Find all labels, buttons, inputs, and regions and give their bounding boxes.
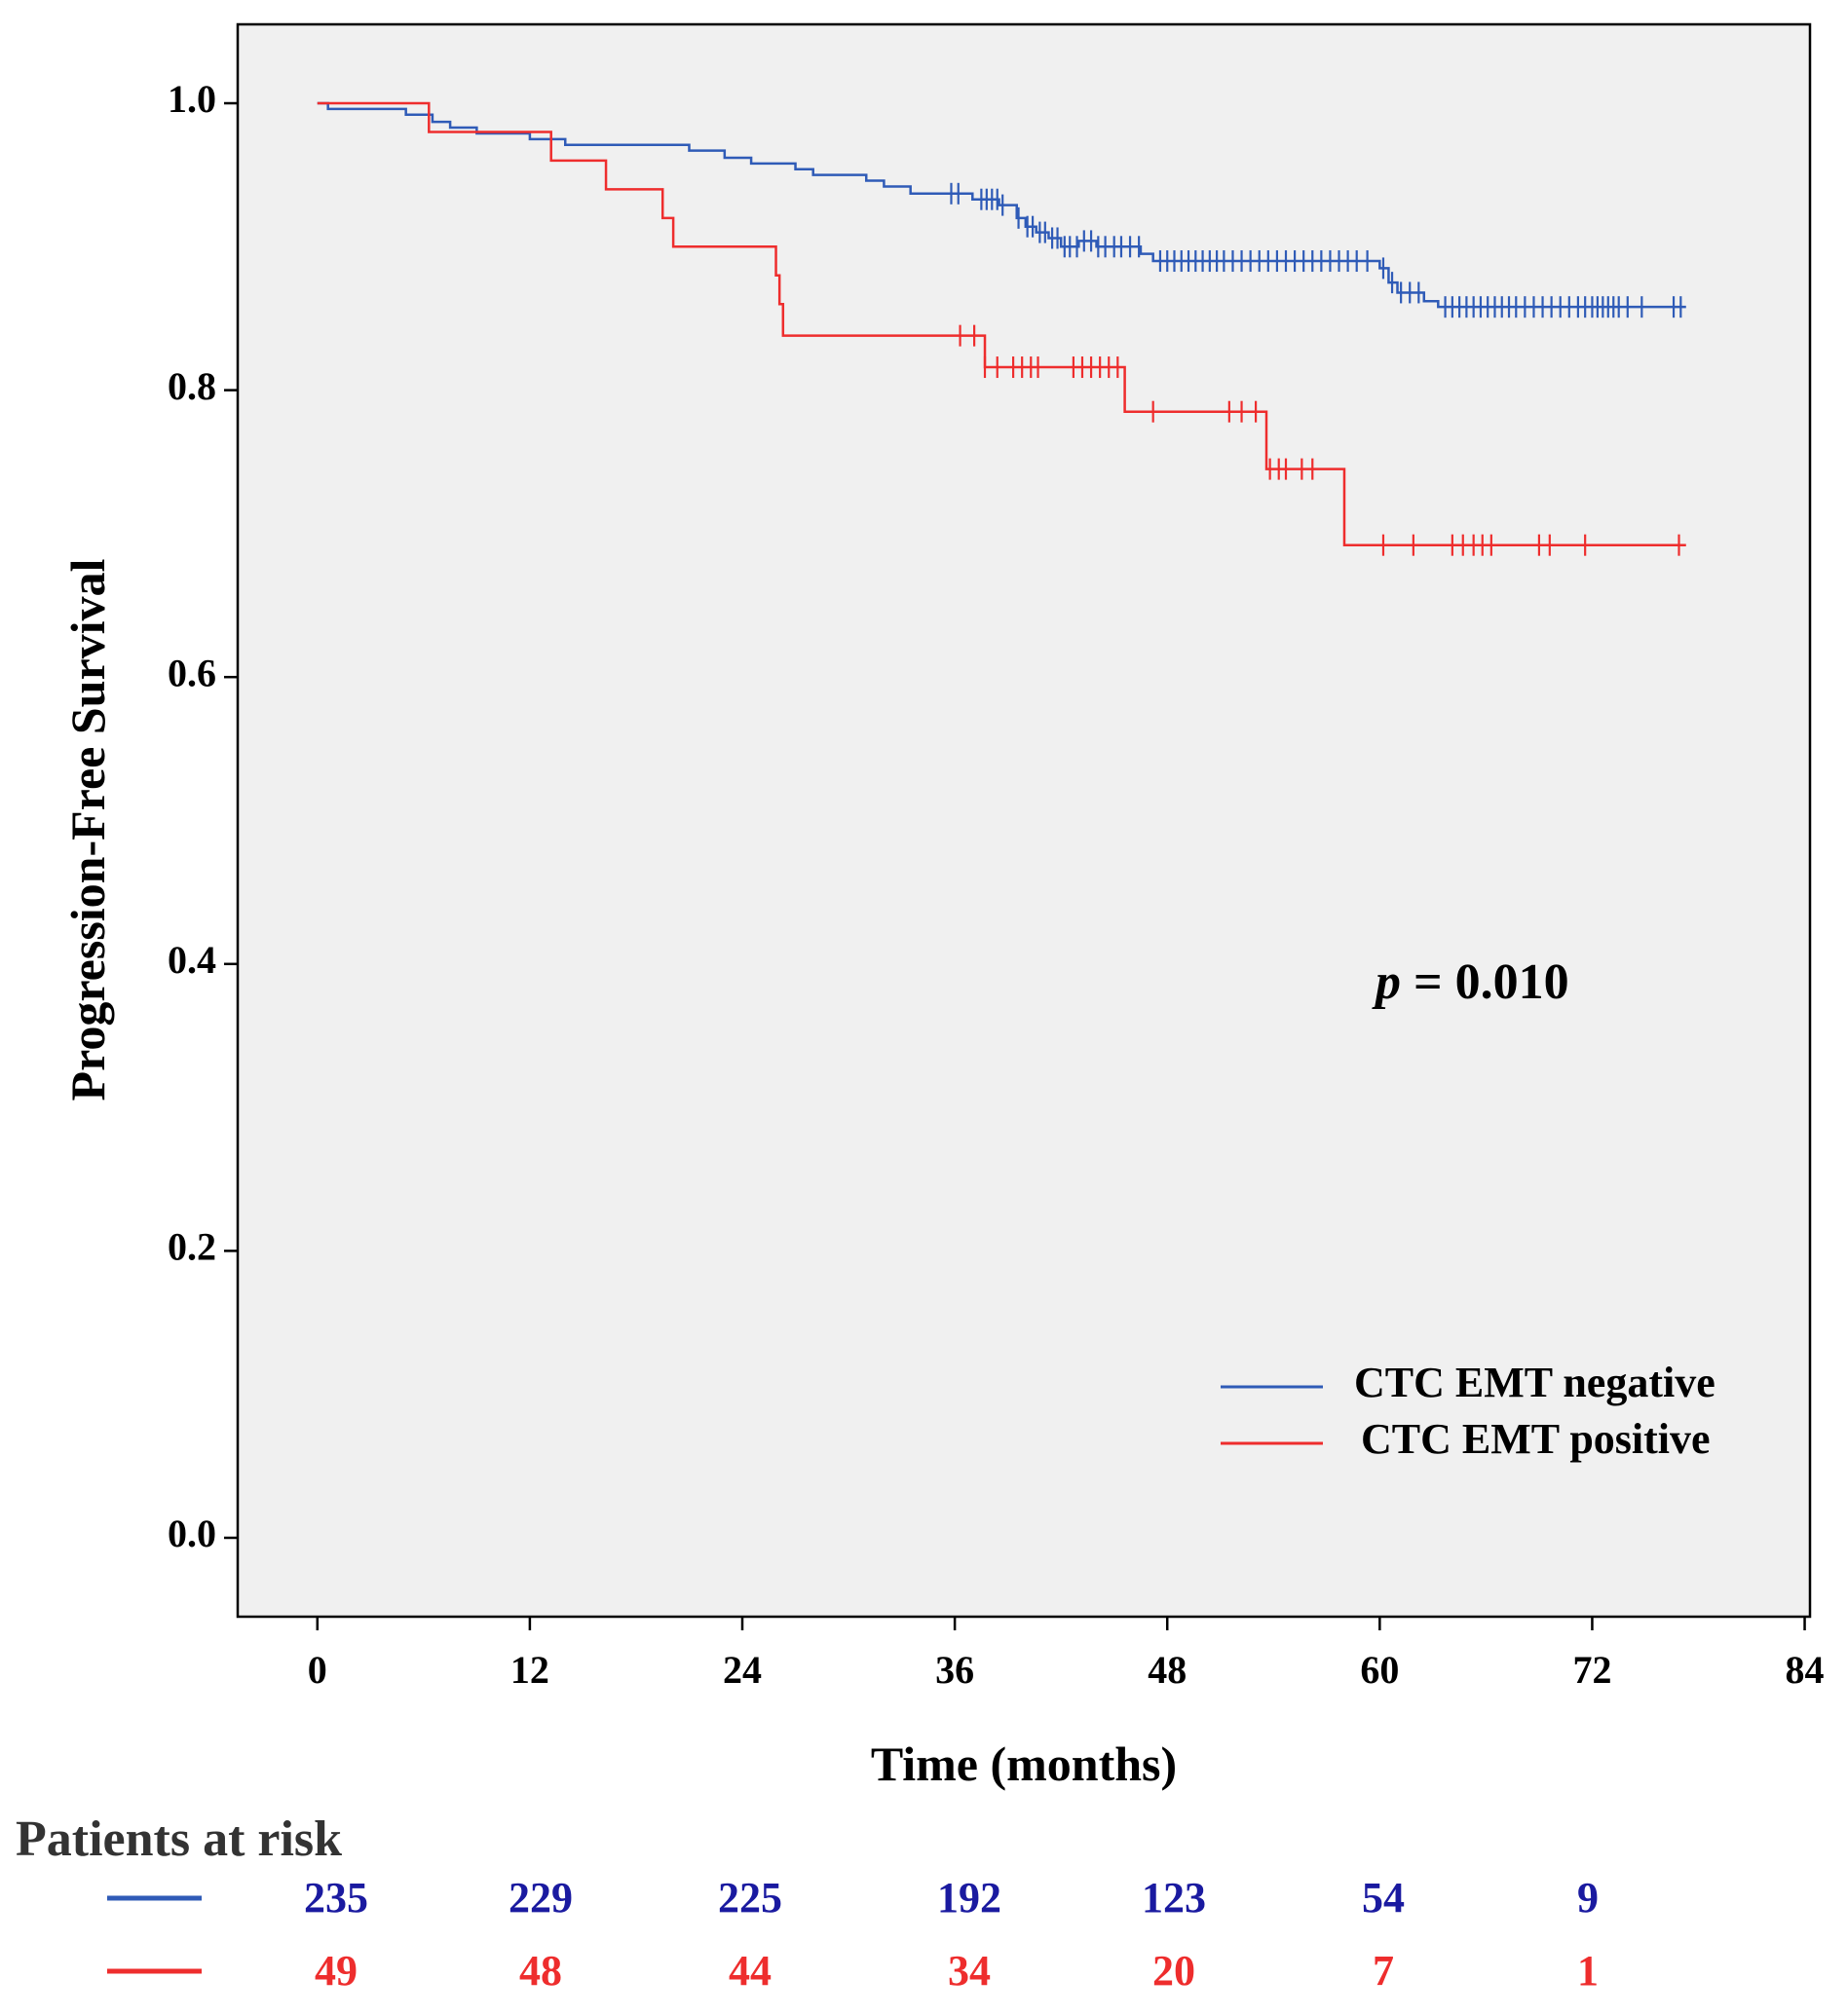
p-value-annotation: p = 0.010 — [1372, 954, 1569, 1010]
risk-value-1-4: 20 — [1152, 1947, 1195, 1995]
y-tick-label-2: 0.4 — [168, 938, 216, 982]
risk-value-1-1: 48 — [519, 1947, 562, 1995]
risk-value-0-1: 229 — [509, 1874, 573, 1922]
x-tick-label-7: 84 — [1786, 1648, 1825, 1692]
y-tick-label-3: 0.6 — [168, 651, 216, 694]
p-value-text: = 0.010 — [1401, 954, 1569, 1010]
y-tick-label-1: 0.2 — [168, 1225, 216, 1269]
y-tick-label-5: 1.0 — [168, 77, 216, 121]
risk-value-0-0: 235 — [304, 1874, 368, 1922]
x-tick-label-0: 0 — [308, 1648, 327, 1692]
patients-at-risk-table: Patients at risk 235 229 225 192 123 54 9 49 48 4… — [16, 1811, 1599, 1995]
x-tick-label-1: 12 — [510, 1648, 549, 1692]
x-tick-label-4: 48 — [1148, 1648, 1187, 1692]
survival-curves — [317, 101, 1686, 556]
risk-value-0-2: 225 — [718, 1874, 782, 1922]
risk-value-0-4: 123 — [1142, 1874, 1206, 1922]
legend-label-negative: CTC EMT negative — [1354, 1359, 1715, 1406]
y-tick-label-0: 0.0 — [168, 1512, 216, 1555]
risk-value-0-6: 9 — [1577, 1874, 1599, 1922]
risk-table-title: Patients at risk — [16, 1811, 342, 1867]
y-axis: 0.0 0.2 0.4 0.6 0.8 1.0 — [168, 77, 238, 1555]
risk-value-1-5: 7 — [1373, 1947, 1394, 1995]
series-line-0 — [317, 101, 1686, 309]
risk-value-1-0: 49 — [315, 1947, 358, 1995]
x-tick-label-3: 36 — [935, 1648, 974, 1692]
risk-rows: 235 229 225 192 123 54 9 49 48 44 34 20 7 1 — [107, 1874, 1599, 1995]
y-tick-label-4: 0.8 — [168, 364, 216, 408]
x-tick-label-5: 60 — [1360, 1648, 1399, 1692]
p-value-symbol: p — [1372, 954, 1401, 1010]
x-axis: 0 12 24 36 48 60 72 84 — [308, 1617, 1825, 1692]
risk-value-1-3: 34 — [948, 1947, 991, 1995]
legend-label-positive: CTC EMT positive — [1361, 1415, 1711, 1463]
x-axis-title: Time (months) — [871, 1736, 1177, 1791]
risk-value-0-3: 192 — [937, 1874, 1001, 1922]
risk-value-1-2: 44 — [729, 1947, 772, 1995]
plot-background — [236, 22, 1812, 1619]
legend: CTC EMT negative CTC EMT positive — [1221, 1359, 1715, 1463]
x-tick-label-6: 72 — [1572, 1648, 1611, 1692]
x-tick-label-2: 24 — [723, 1648, 762, 1692]
risk-value-0-5: 54 — [1362, 1874, 1405, 1922]
y-axis-title: Progression-Free Survival — [60, 558, 115, 1101]
series-line-1 — [317, 101, 1686, 546]
risk-value-1-6: 1 — [1577, 1947, 1599, 1995]
